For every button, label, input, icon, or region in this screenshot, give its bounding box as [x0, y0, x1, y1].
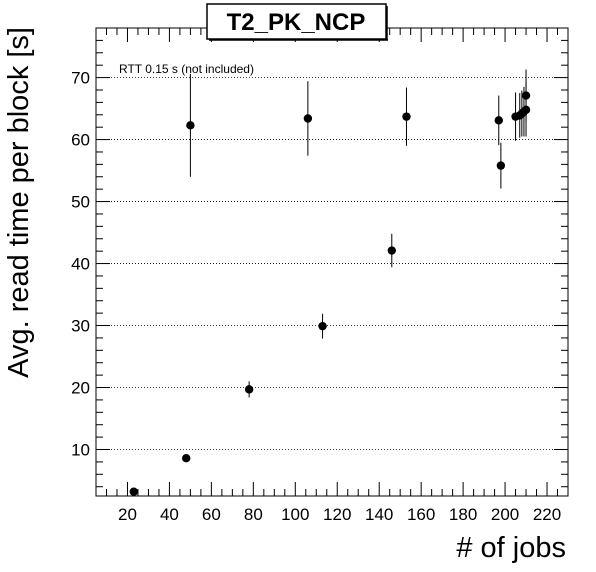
x-tick-label: 40	[160, 505, 179, 524]
x-tick-label: 120	[323, 505, 351, 524]
data-point	[494, 95, 503, 146]
y-tick-label: 50	[71, 193, 90, 212]
data-point	[129, 487, 138, 496]
x-tick-label: 20	[118, 505, 137, 524]
y-tick-label: 40	[71, 255, 90, 274]
title-box	[206, 3, 387, 40]
y-tick-label: 70	[71, 69, 90, 88]
x-tick-label: 140	[365, 505, 393, 524]
data-point	[182, 453, 191, 463]
data-points	[129, 69, 531, 496]
point-marker	[186, 121, 195, 130]
y-tick-label: 30	[71, 317, 90, 336]
data-point	[303, 81, 313, 156]
y-tick-label: 10	[71, 441, 90, 460]
x-axis-title: # of jobs	[456, 532, 566, 564]
data-point	[402, 87, 411, 146]
point-marker	[496, 161, 506, 170]
point-marker	[318, 321, 327, 331]
point-marker	[129, 487, 138, 496]
chart-title: T2_PK_NCP	[227, 9, 366, 36]
x-tick-label: 100	[281, 505, 309, 524]
data-point	[318, 313, 327, 339]
y-tick-label: 60	[71, 131, 90, 150]
x-tick-label: 60	[202, 505, 221, 524]
axis-ticks	[95, 27, 569, 496]
data-point	[387, 233, 396, 268]
annotation-text: RTT 0.15 s (not included)	[119, 62, 254, 76]
x-tick-label: 200	[491, 505, 519, 524]
point-marker	[387, 246, 396, 255]
point-marker	[521, 91, 531, 100]
point-marker	[244, 385, 254, 394]
data-point	[244, 381, 254, 398]
x-tick-label: 80	[244, 505, 263, 524]
x-tick-label: 220	[533, 505, 561, 524]
x-tick-label: 180	[449, 505, 477, 524]
grid-lines	[96, 77, 568, 450]
y-axis-title: Avg. read time per block [s]	[3, 27, 35, 378]
data-point	[521, 69, 531, 122]
data-point	[496, 142, 506, 189]
y-tick-label: 20	[71, 379, 90, 398]
point-marker	[494, 116, 503, 125]
data-point	[186, 73, 195, 177]
point-marker	[303, 114, 313, 123]
plot-frame	[95, 27, 569, 497]
point-marker	[182, 453, 191, 463]
point-marker	[402, 112, 411, 121]
x-tick-label: 160	[407, 505, 435, 524]
tick-labels: 10 20 30 40 50 60 70 20 40 60 80 100 120 140 160 180 200…	[71, 69, 561, 524]
